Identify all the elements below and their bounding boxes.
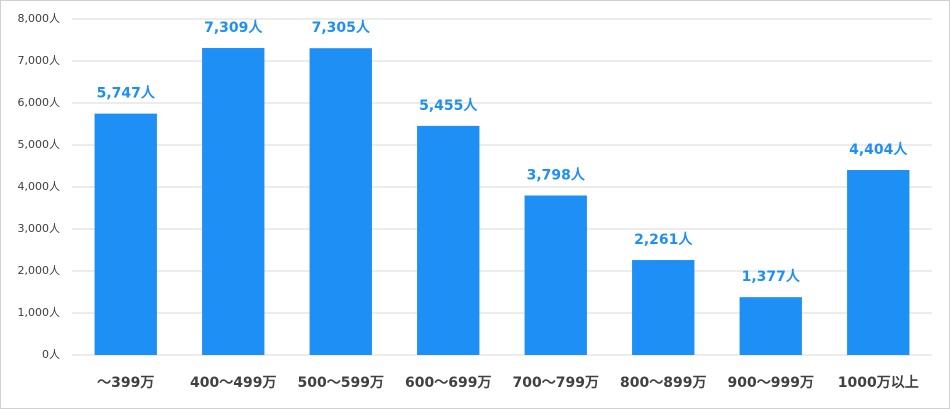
x-tick-label: 900～999万	[728, 375, 814, 391]
bar	[739, 297, 802, 355]
bar	[94, 113, 157, 355]
x-tick-label: 400～499万	[190, 375, 276, 391]
y-tick-label: 0人	[42, 348, 60, 361]
y-tick-label: 1,000人	[18, 306, 61, 319]
x-tick-label: ～399万	[97, 375, 154, 391]
x-tick-label: 500～599万	[298, 375, 384, 391]
bar	[847, 170, 910, 355]
value-label: 7,305人	[312, 19, 371, 36]
y-tick-label: 8,000人	[18, 12, 61, 25]
y-tick-label: 4,000人	[18, 180, 61, 193]
bar	[524, 195, 587, 355]
y-tick-label: 2,000人	[18, 264, 61, 277]
value-label: 1,377人	[742, 268, 801, 285]
y-tick-label: 7,000人	[18, 54, 61, 67]
x-tick-label: 1000万以上	[838, 375, 919, 391]
value-label: 7,309人	[204, 19, 263, 36]
value-label: 3,798人	[527, 166, 586, 183]
y-tick-label: 5,000人	[18, 138, 61, 151]
y-tick-label: 6,000人	[18, 96, 61, 109]
x-tick-label: 600～699万	[405, 375, 491, 391]
bar	[417, 125, 480, 355]
bar	[309, 48, 372, 355]
value-label: 5,455人	[419, 97, 478, 114]
bar	[202, 48, 265, 355]
y-tick-label: 3,000人	[18, 222, 61, 235]
x-tick-label: 700～799万	[513, 375, 599, 391]
x-tick-label: 800～899万	[620, 375, 706, 391]
value-label: 2,261人	[634, 231, 693, 248]
value-label: 5,747人	[97, 85, 156, 102]
bar	[632, 260, 695, 355]
value-label: 4,404人	[849, 141, 908, 158]
